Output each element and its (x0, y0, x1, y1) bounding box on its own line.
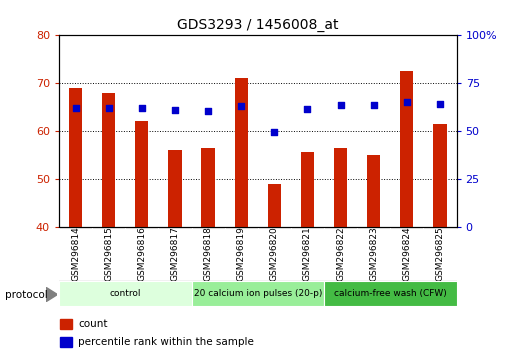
Text: GSM296818: GSM296818 (204, 227, 212, 281)
Text: GSM296820: GSM296820 (270, 227, 279, 281)
Text: GSM296815: GSM296815 (104, 227, 113, 281)
Point (436, 101, 444, 107)
Bar (191, 281, 324, 306)
Bar (301, 153, 314, 227)
Text: count: count (78, 319, 108, 329)
Text: GSM296819: GSM296819 (236, 227, 246, 281)
Point (303, 106, 311, 112)
Text: GSM296814: GSM296814 (71, 227, 80, 281)
Title: GDS3293 / 1456008_at: GDS3293 / 1456008_at (177, 18, 339, 32)
Text: control: control (109, 289, 141, 298)
Text: GSM296821: GSM296821 (303, 227, 312, 281)
Bar (202, 148, 215, 227)
Polygon shape (46, 287, 57, 302)
Text: protocol: protocol (5, 290, 48, 299)
Point (204, 108, 212, 114)
Bar (102, 93, 115, 227)
Text: percentile rank within the sample: percentile rank within the sample (78, 337, 254, 347)
Text: GSM296824: GSM296824 (402, 227, 411, 281)
Point (237, 103, 245, 109)
Bar (433, 124, 447, 227)
Point (337, 102, 345, 108)
Text: GSM296816: GSM296816 (137, 227, 146, 281)
Bar (400, 71, 413, 227)
Point (403, 99, 411, 105)
Point (171, 107, 179, 113)
Point (71, 105, 80, 111)
Text: calcium-free wash (CFW): calcium-free wash (CFW) (334, 289, 447, 298)
Bar (234, 78, 248, 227)
Bar (59, 281, 191, 306)
Bar (60, 337, 72, 347)
Bar (334, 148, 347, 227)
Text: GSM296817: GSM296817 (170, 227, 180, 281)
Bar (60, 319, 72, 329)
Bar (168, 150, 182, 227)
Point (105, 105, 113, 111)
Text: GSM296823: GSM296823 (369, 227, 378, 281)
Bar (367, 155, 380, 227)
Bar (135, 121, 148, 227)
Point (370, 102, 378, 108)
Bar (324, 281, 457, 306)
Text: GSM296822: GSM296822 (336, 227, 345, 281)
Point (137, 105, 146, 111)
Text: GSM296825: GSM296825 (436, 227, 444, 281)
Point (270, 129, 279, 135)
Bar (268, 183, 281, 227)
Text: 20 calcium ion pulses (20-p): 20 calcium ion pulses (20-p) (193, 289, 322, 298)
Bar (69, 88, 82, 227)
